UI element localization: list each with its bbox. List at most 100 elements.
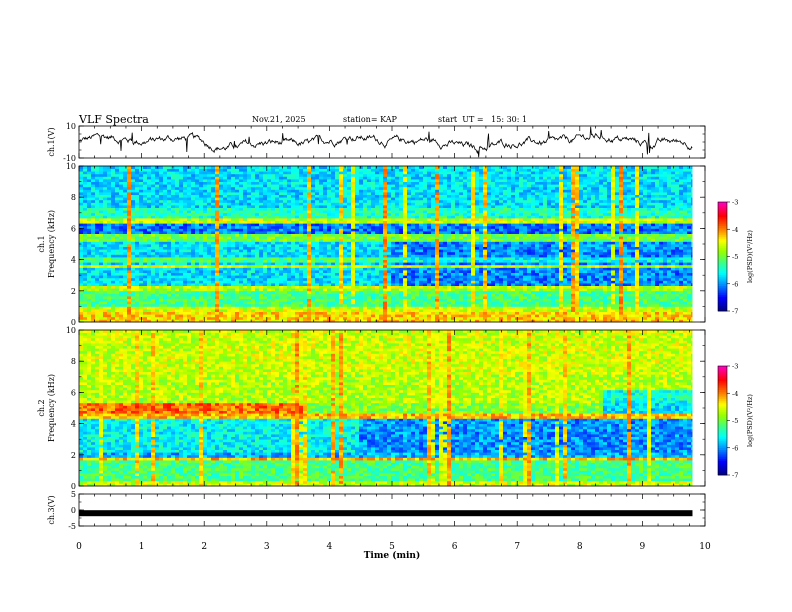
spectrogram-cell <box>335 296 340 299</box>
spectrogram-cell <box>443 319 448 323</box>
spectrogram-cell <box>595 316 600 320</box>
spectrogram-cell <box>267 272 272 276</box>
spectrogram-cell <box>615 280 620 284</box>
spectrogram-cell <box>299 298 304 302</box>
spectrogram-cell <box>363 311 368 315</box>
spectrogram-cell <box>123 293 128 297</box>
spectrogram-cell <box>531 272 536 276</box>
spectrogram-cell <box>531 288 536 292</box>
spectrogram-cell <box>643 283 648 286</box>
spectrogram-cell <box>551 296 556 299</box>
spectrogram-cell <box>147 316 152 320</box>
spectrogram-cell <box>647 319 652 323</box>
spectrogram-cell <box>143 272 148 276</box>
spectrogram-cell <box>367 267 372 271</box>
spectrogram-cell <box>395 241 400 245</box>
spectrogram-cell <box>587 270 592 273</box>
spectrogram-cell <box>131 254 136 258</box>
spectrogram-cell <box>287 319 292 323</box>
spectrogram-cell <box>235 296 240 299</box>
spectrogram-cell <box>591 309 596 312</box>
spectrogram-cell <box>463 270 468 273</box>
spectrogram-cell <box>671 296 676 299</box>
spectrogram-cell <box>131 259 136 263</box>
spectrogram-cell <box>239 251 244 255</box>
spectrogram-cell <box>223 293 228 297</box>
spectrogram-cell <box>263 249 268 253</box>
spectrogram-cell <box>503 272 508 276</box>
spectrogram-cell <box>611 241 616 245</box>
spectrogram-cell <box>307 262 312 266</box>
spectrogram-cell <box>131 303 136 307</box>
spectrogram-cell <box>175 272 180 276</box>
spectrogram-cell <box>575 259 580 263</box>
spectrogram-cell <box>659 267 664 271</box>
spectrogram-cell <box>547 267 552 271</box>
spectrogram-cell <box>107 277 112 281</box>
spectrogram-cell <box>167 319 172 323</box>
spectrogram-cell <box>203 309 208 312</box>
spectrogram-cell <box>403 259 408 263</box>
spectrogram-cell <box>571 251 576 255</box>
spectrogram-cell <box>155 316 160 320</box>
spectrogram-cell <box>131 238 136 242</box>
spectrogram-cell <box>155 288 160 292</box>
spectrogram-cell <box>171 275 176 279</box>
spectrogram-cell <box>283 303 288 307</box>
spectrogram-cell <box>91 306 96 310</box>
spectrogram-cell <box>607 277 612 281</box>
spectrogram-cell <box>599 290 604 294</box>
spectrogram-cell <box>539 249 544 253</box>
spectrogram-cell <box>499 306 504 310</box>
spectrogram-cell <box>615 283 620 286</box>
spectrogram-cell <box>223 272 228 276</box>
spectrogram-cell <box>607 298 612 302</box>
spectrogram-cell <box>295 272 300 276</box>
spectrogram-cell <box>443 298 448 302</box>
spectrogram-cell <box>243 309 248 312</box>
spectrogram-cell <box>111 296 116 299</box>
spectrogram-cell <box>307 301 312 305</box>
spectrogram-cell <box>99 319 104 323</box>
spectrogram-cell <box>319 296 324 299</box>
spectrogram-cell <box>535 283 540 286</box>
spectrogram-cell <box>451 285 456 289</box>
spectrogram-cell <box>635 298 640 302</box>
spectrogram-cell <box>387 241 392 245</box>
spectrogram-cell <box>279 272 284 276</box>
spectrogram-cell <box>483 244 488 247</box>
spectrogram-cell <box>231 238 236 242</box>
spectrogram-cell <box>415 319 420 323</box>
spectrogram-cell <box>515 277 520 281</box>
spectrogram-cell <box>419 241 424 245</box>
spectrogram-cell <box>615 298 620 302</box>
spectrogram-cell <box>567 309 572 312</box>
spectrogram-cell <box>183 267 188 271</box>
spectrogram-cell <box>403 314 408 318</box>
spectrogram-cell <box>99 272 104 276</box>
spectrogram-cell <box>355 244 360 247</box>
spectrogram-cell <box>555 254 560 258</box>
spectrogram-cell <box>539 316 544 320</box>
spectrogram-cell <box>219 238 224 242</box>
spectrogram-cell <box>335 241 340 245</box>
spectrogram-cell <box>115 290 120 294</box>
spectrogram-cell <box>687 298 692 302</box>
spectrogram-cell <box>491 283 496 286</box>
spectrogram-cell <box>635 309 640 312</box>
spectrogram-cell <box>399 296 404 299</box>
spectrogram-cell <box>179 301 184 305</box>
spectrogram-cell <box>263 293 268 297</box>
spectrogram-cell <box>227 301 232 305</box>
spectrogram-cell <box>83 316 88 320</box>
spectrogram-cell <box>419 296 424 299</box>
spectrogram-cell <box>339 296 344 299</box>
spectrogram-cell <box>183 293 188 297</box>
spectrogram-cell <box>443 259 448 263</box>
spectrogram-cell <box>275 244 280 247</box>
spectrogram-cell <box>263 319 268 323</box>
spectrogram-cell <box>675 298 680 302</box>
spectrogram-cell <box>427 277 432 281</box>
spectrogram-cell <box>407 262 412 266</box>
spectrogram-cell <box>671 303 676 307</box>
